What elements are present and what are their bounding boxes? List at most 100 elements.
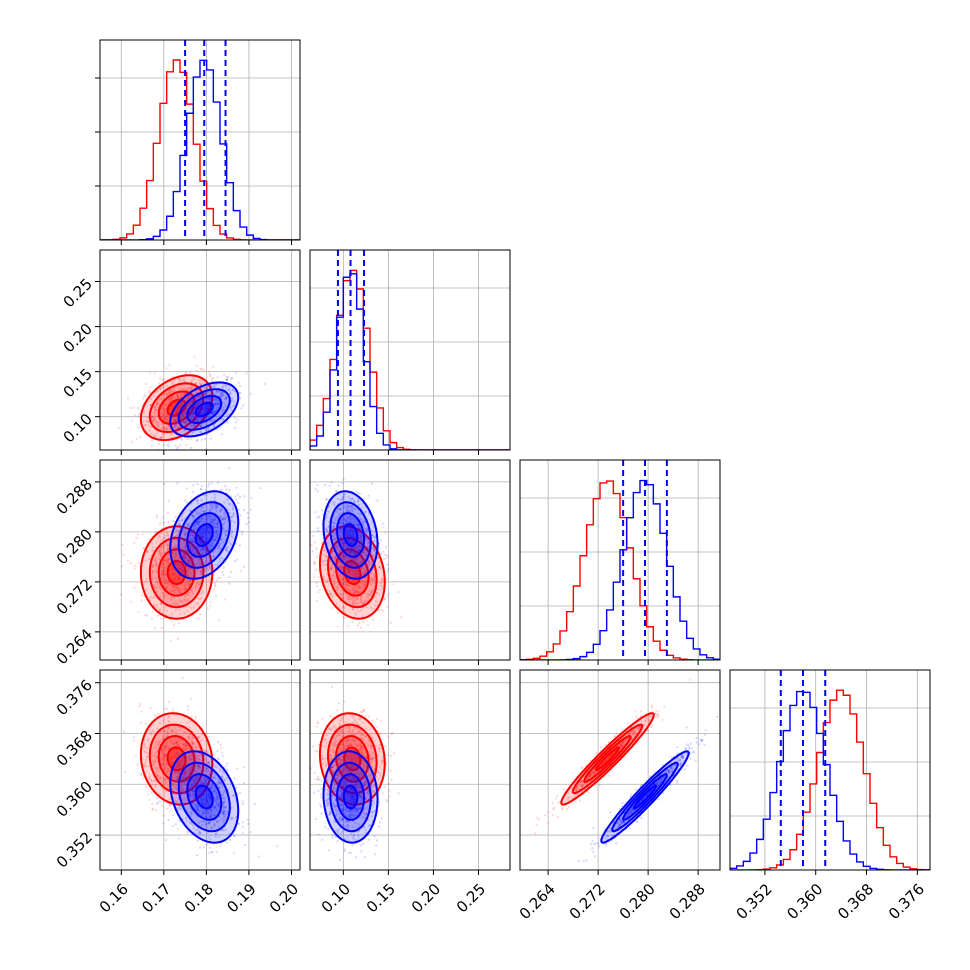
scatter-point bbox=[160, 435, 163, 438]
contour-0-2 bbox=[157, 390, 196, 425]
scatter-point bbox=[176, 482, 179, 485]
scatter-point bbox=[225, 378, 228, 382]
scatter-point bbox=[202, 530, 205, 533]
scatter-point bbox=[156, 743, 159, 746]
scatter-point bbox=[161, 572, 165, 575]
scatter-point bbox=[141, 777, 145, 780]
scatter-point bbox=[151, 802, 154, 806]
scatter-point bbox=[327, 525, 330, 528]
scatter-point bbox=[155, 408, 158, 411]
scatter-point bbox=[347, 546, 350, 549]
scatter-point bbox=[354, 611, 357, 615]
scatter-point bbox=[186, 574, 189, 577]
scatter-point bbox=[162, 427, 165, 430]
scatter-point bbox=[148, 557, 151, 561]
scatter-point bbox=[224, 485, 227, 488]
scatter-point bbox=[358, 545, 361, 548]
scatter-point bbox=[186, 574, 189, 577]
scatter-point bbox=[221, 518, 224, 521]
scatter-point bbox=[235, 421, 238, 424]
scatter-point bbox=[379, 552, 382, 556]
scatter-point bbox=[169, 639, 172, 642]
scatter-point bbox=[168, 572, 171, 576]
scatter-point bbox=[213, 535, 216, 538]
scatter-point bbox=[211, 365, 214, 368]
scatter-point bbox=[354, 508, 357, 511]
scatter-point bbox=[174, 579, 177, 582]
scatter-point bbox=[353, 579, 356, 582]
scatter-point bbox=[167, 558, 170, 561]
scatter-point bbox=[202, 546, 205, 549]
scatter-point bbox=[203, 549, 206, 552]
scatter-point bbox=[217, 525, 221, 528]
scatter-point bbox=[174, 603, 177, 606]
scatter-point bbox=[205, 540, 208, 543]
scatter-point bbox=[205, 404, 208, 407]
scatter-point bbox=[351, 497, 354, 500]
scatter-point bbox=[189, 446, 192, 449]
scatter-point bbox=[338, 536, 341, 539]
scatter-point bbox=[168, 389, 171, 393]
scatter-point bbox=[334, 585, 338, 589]
scatter-point bbox=[198, 417, 201, 420]
scatter-point bbox=[351, 621, 354, 624]
scatter-point bbox=[198, 520, 202, 523]
panel-content bbox=[100, 40, 300, 240]
scatter-point bbox=[221, 775, 224, 778]
scatter-point bbox=[225, 547, 228, 550]
scatter-point bbox=[374, 536, 377, 539]
scatter-point bbox=[178, 567, 181, 570]
scatter-point bbox=[210, 522, 213, 525]
scatter-point bbox=[364, 527, 367, 530]
scatter-point bbox=[221, 385, 224, 388]
scatter-point bbox=[223, 384, 226, 387]
scatter-point bbox=[173, 418, 176, 421]
scatter-point bbox=[169, 397, 172, 401]
scatter-point bbox=[183, 773, 187, 776]
scatter-point bbox=[217, 523, 220, 526]
scatter-point bbox=[350, 551, 353, 554]
scatter-point bbox=[189, 811, 193, 814]
scatter-point bbox=[189, 594, 192, 598]
scatter-point bbox=[173, 770, 176, 773]
scatter-point bbox=[174, 575, 177, 578]
scatter-point bbox=[215, 532, 218, 536]
scatter-point bbox=[230, 531, 233, 534]
scatter-point bbox=[377, 566, 381, 569]
scatter-point bbox=[330, 481, 333, 484]
scatter-point bbox=[175, 767, 178, 770]
scatter-point bbox=[207, 795, 210, 798]
scatter-point bbox=[183, 414, 186, 418]
scatter-point bbox=[222, 815, 225, 818]
scatter-point bbox=[173, 424, 176, 427]
scatter-point bbox=[361, 602, 364, 605]
scatter-point bbox=[371, 533, 374, 537]
scatter-point bbox=[340, 556, 344, 559]
scatter-point bbox=[167, 547, 170, 550]
scatter-point bbox=[371, 579, 374, 582]
scatter-point bbox=[160, 626, 163, 630]
scatter-point bbox=[370, 578, 373, 581]
histogram-panel-2 bbox=[519, 459, 721, 665]
scatter-point bbox=[202, 410, 205, 413]
scatter-point bbox=[191, 742, 194, 746]
scatter-point bbox=[352, 539, 355, 542]
scatter-point bbox=[177, 563, 180, 566]
scatter-point bbox=[172, 730, 175, 733]
scatter-point bbox=[158, 442, 161, 445]
scatter-point bbox=[199, 430, 202, 433]
scatter-point bbox=[171, 602, 175, 605]
scatter-point bbox=[196, 523, 199, 526]
scatter-point bbox=[161, 398, 164, 402]
scatter-point bbox=[160, 588, 163, 591]
scatter-point bbox=[197, 811, 201, 814]
scatter-point bbox=[241, 802, 244, 806]
scatter-point bbox=[184, 770, 187, 773]
scatter-point bbox=[341, 497, 344, 500]
scatter-point bbox=[179, 378, 182, 381]
scatter-point bbox=[197, 537, 200, 540]
scatter-point bbox=[162, 801, 165, 804]
scatter-point bbox=[201, 536, 204, 539]
scatter-point bbox=[145, 751, 149, 755]
scatter-point bbox=[205, 514, 208, 517]
